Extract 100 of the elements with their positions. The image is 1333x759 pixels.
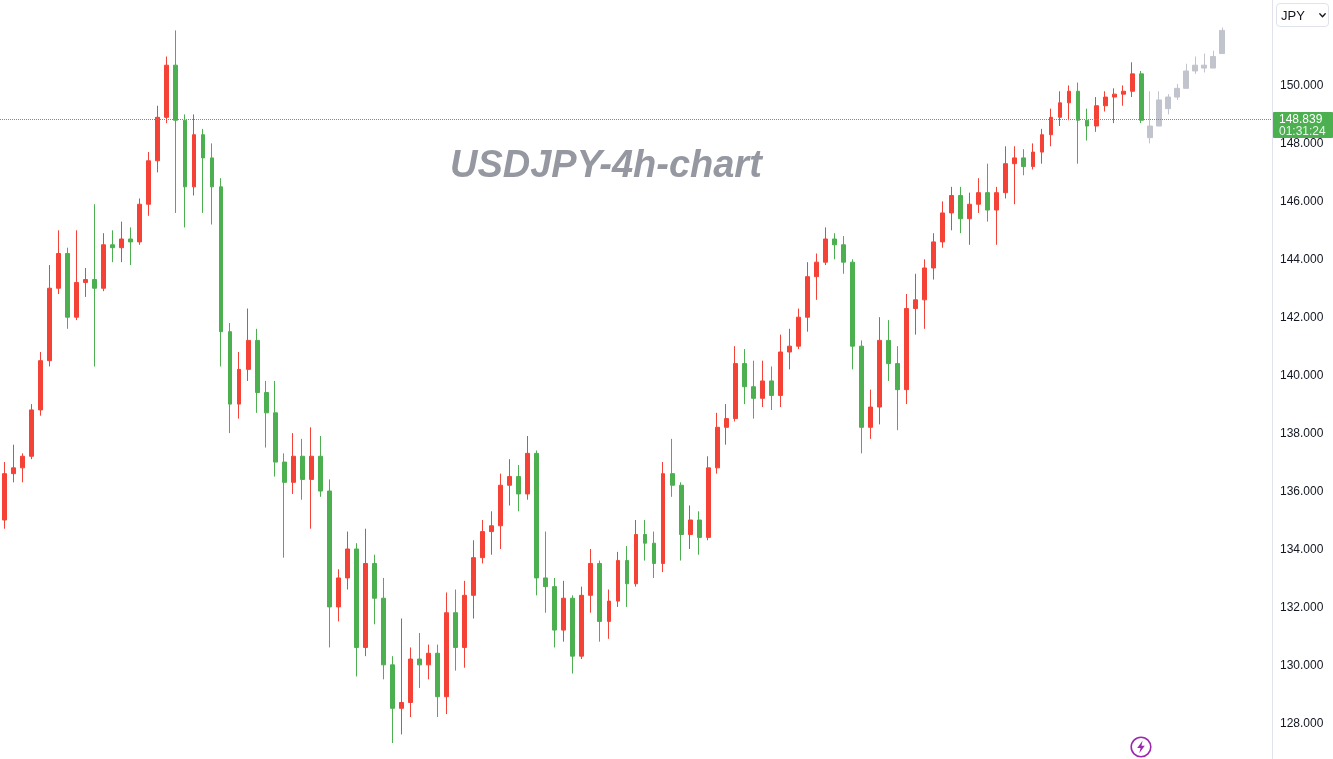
- y-tick-label: 136.000: [1280, 484, 1324, 499]
- candlestick: [1058, 90, 1062, 127]
- candlestick: [1210, 50, 1216, 69]
- candlestick: [805, 261, 810, 333]
- candlestick: [1094, 96, 1099, 133]
- candlestick: [237, 351, 241, 420]
- text: USDJPY-4h-chart: [450, 143, 764, 185]
- candlestick: [363, 528, 368, 657]
- candlestick: [146, 151, 151, 217]
- candlestick: [1021, 148, 1026, 176]
- candlestick: [273, 380, 278, 478]
- candlestick: [525, 435, 530, 501]
- candlestick: [390, 655, 395, 744]
- candlestick: [408, 646, 413, 718]
- candlestick: [65, 247, 70, 330]
- candlestick: [399, 618, 404, 735]
- candlestick: [552, 577, 557, 648]
- candlestick: [625, 545, 629, 608]
- candlestick: [931, 232, 936, 281]
- candlestick: [192, 113, 196, 197]
- y-tick-label: 144.000: [1280, 252, 1324, 267]
- y-tick-label: 128.000: [1280, 715, 1324, 730]
- candlestick: [417, 632, 422, 689]
- candlestick: [543, 531, 548, 614]
- candlestick: [751, 360, 756, 420]
- candlestick: [74, 229, 79, 321]
- candlestick: [949, 186, 954, 231]
- candlestick: [372, 554, 377, 625]
- candlestick: [56, 229, 61, 295]
- candlestick: [507, 458, 512, 507]
- candlestick: [480, 519, 485, 564]
- candlestick: [967, 192, 972, 246]
- candlestick: [444, 591, 449, 715]
- candlestick: [1049, 108, 1053, 147]
- candlestick: [940, 200, 945, 249]
- candlestick: [1147, 90, 1153, 144]
- candlestick: [1174, 83, 1180, 101]
- candlestick: [697, 510, 702, 556]
- candlestick: [201, 128, 205, 214]
- candlestick: [688, 505, 693, 550]
- candlestick: [597, 560, 602, 643]
- candlestick: [904, 293, 909, 405]
- candlestick: [787, 328, 792, 370]
- candlestick: [2, 461, 7, 530]
- y-tick-label: 140.000: [1280, 368, 1324, 383]
- candlestick: [769, 365, 774, 411]
- y-tick-label: 134.000: [1280, 541, 1324, 556]
- candlestick: [345, 531, 350, 591]
- candlestick: [1130, 61, 1135, 98]
- candlestick: [976, 177, 981, 214]
- y-axis-title: JPY: [1281, 8, 1305, 23]
- candlestick: [1192, 55, 1198, 75]
- candlestick: [859, 339, 864, 454]
- candlestick: [661, 461, 665, 573]
- candlestick: [1031, 142, 1035, 170]
- candlestick: [489, 510, 494, 556]
- candlestick: [228, 322, 232, 434]
- y-tick-label: 150.000: [1280, 78, 1324, 93]
- candlestick: [327, 478, 332, 648]
- candlestick: [1067, 84, 1071, 121]
- candlestick: [29, 403, 34, 460]
- candlestick: [760, 360, 765, 408]
- candlestick: [706, 455, 711, 541]
- candlestick: [1040, 128, 1044, 165]
- candlestick: [679, 481, 684, 562]
- candlestick: [462, 580, 467, 669]
- candlestick: [1183, 63, 1189, 89]
- y-tick-label: 132.000: [1280, 599, 1324, 614]
- candlestick: [1103, 90, 1108, 113]
- candlestick: [1201, 53, 1207, 73]
- candlestick: [823, 226, 828, 266]
- candlestick: [20, 452, 25, 483]
- candlestick: [381, 577, 386, 680]
- candlestick: [83, 267, 88, 298]
- candlestick: [634, 519, 638, 588]
- candlestick: [652, 531, 656, 579]
- y-tick-label: 142.000: [1280, 310, 1324, 325]
- candlestick: [841, 235, 846, 275]
- candlestick: [498, 473, 503, 550]
- candlestick: [137, 197, 142, 246]
- candlestick: [435, 644, 440, 718]
- candlestick: [291, 432, 296, 495]
- candlestick: [814, 252, 819, 301]
- candlestick: [516, 464, 521, 512]
- candlestick: [1121, 84, 1126, 107]
- candlestick: [47, 264, 52, 367]
- candlestick: [985, 163, 990, 223]
- y-tick-label: 148.000: [1280, 136, 1324, 151]
- candlestick: [128, 226, 133, 266]
- candlestick: [895, 345, 900, 431]
- y-tick-label: 146.000: [1280, 194, 1324, 209]
- candlestick: [742, 348, 747, 405]
- candlestick: [246, 308, 251, 382]
- unit-dropdown: JPY: [1276, 3, 1329, 27]
- candlestick: [994, 186, 999, 246]
- candlestick: [877, 316, 882, 425]
- candlestick: [336, 568, 341, 622]
- ref-line-label: 148.839: [1279, 112, 1323, 127]
- candlestick: [958, 186, 963, 234]
- candlestick: [1165, 93, 1171, 115]
